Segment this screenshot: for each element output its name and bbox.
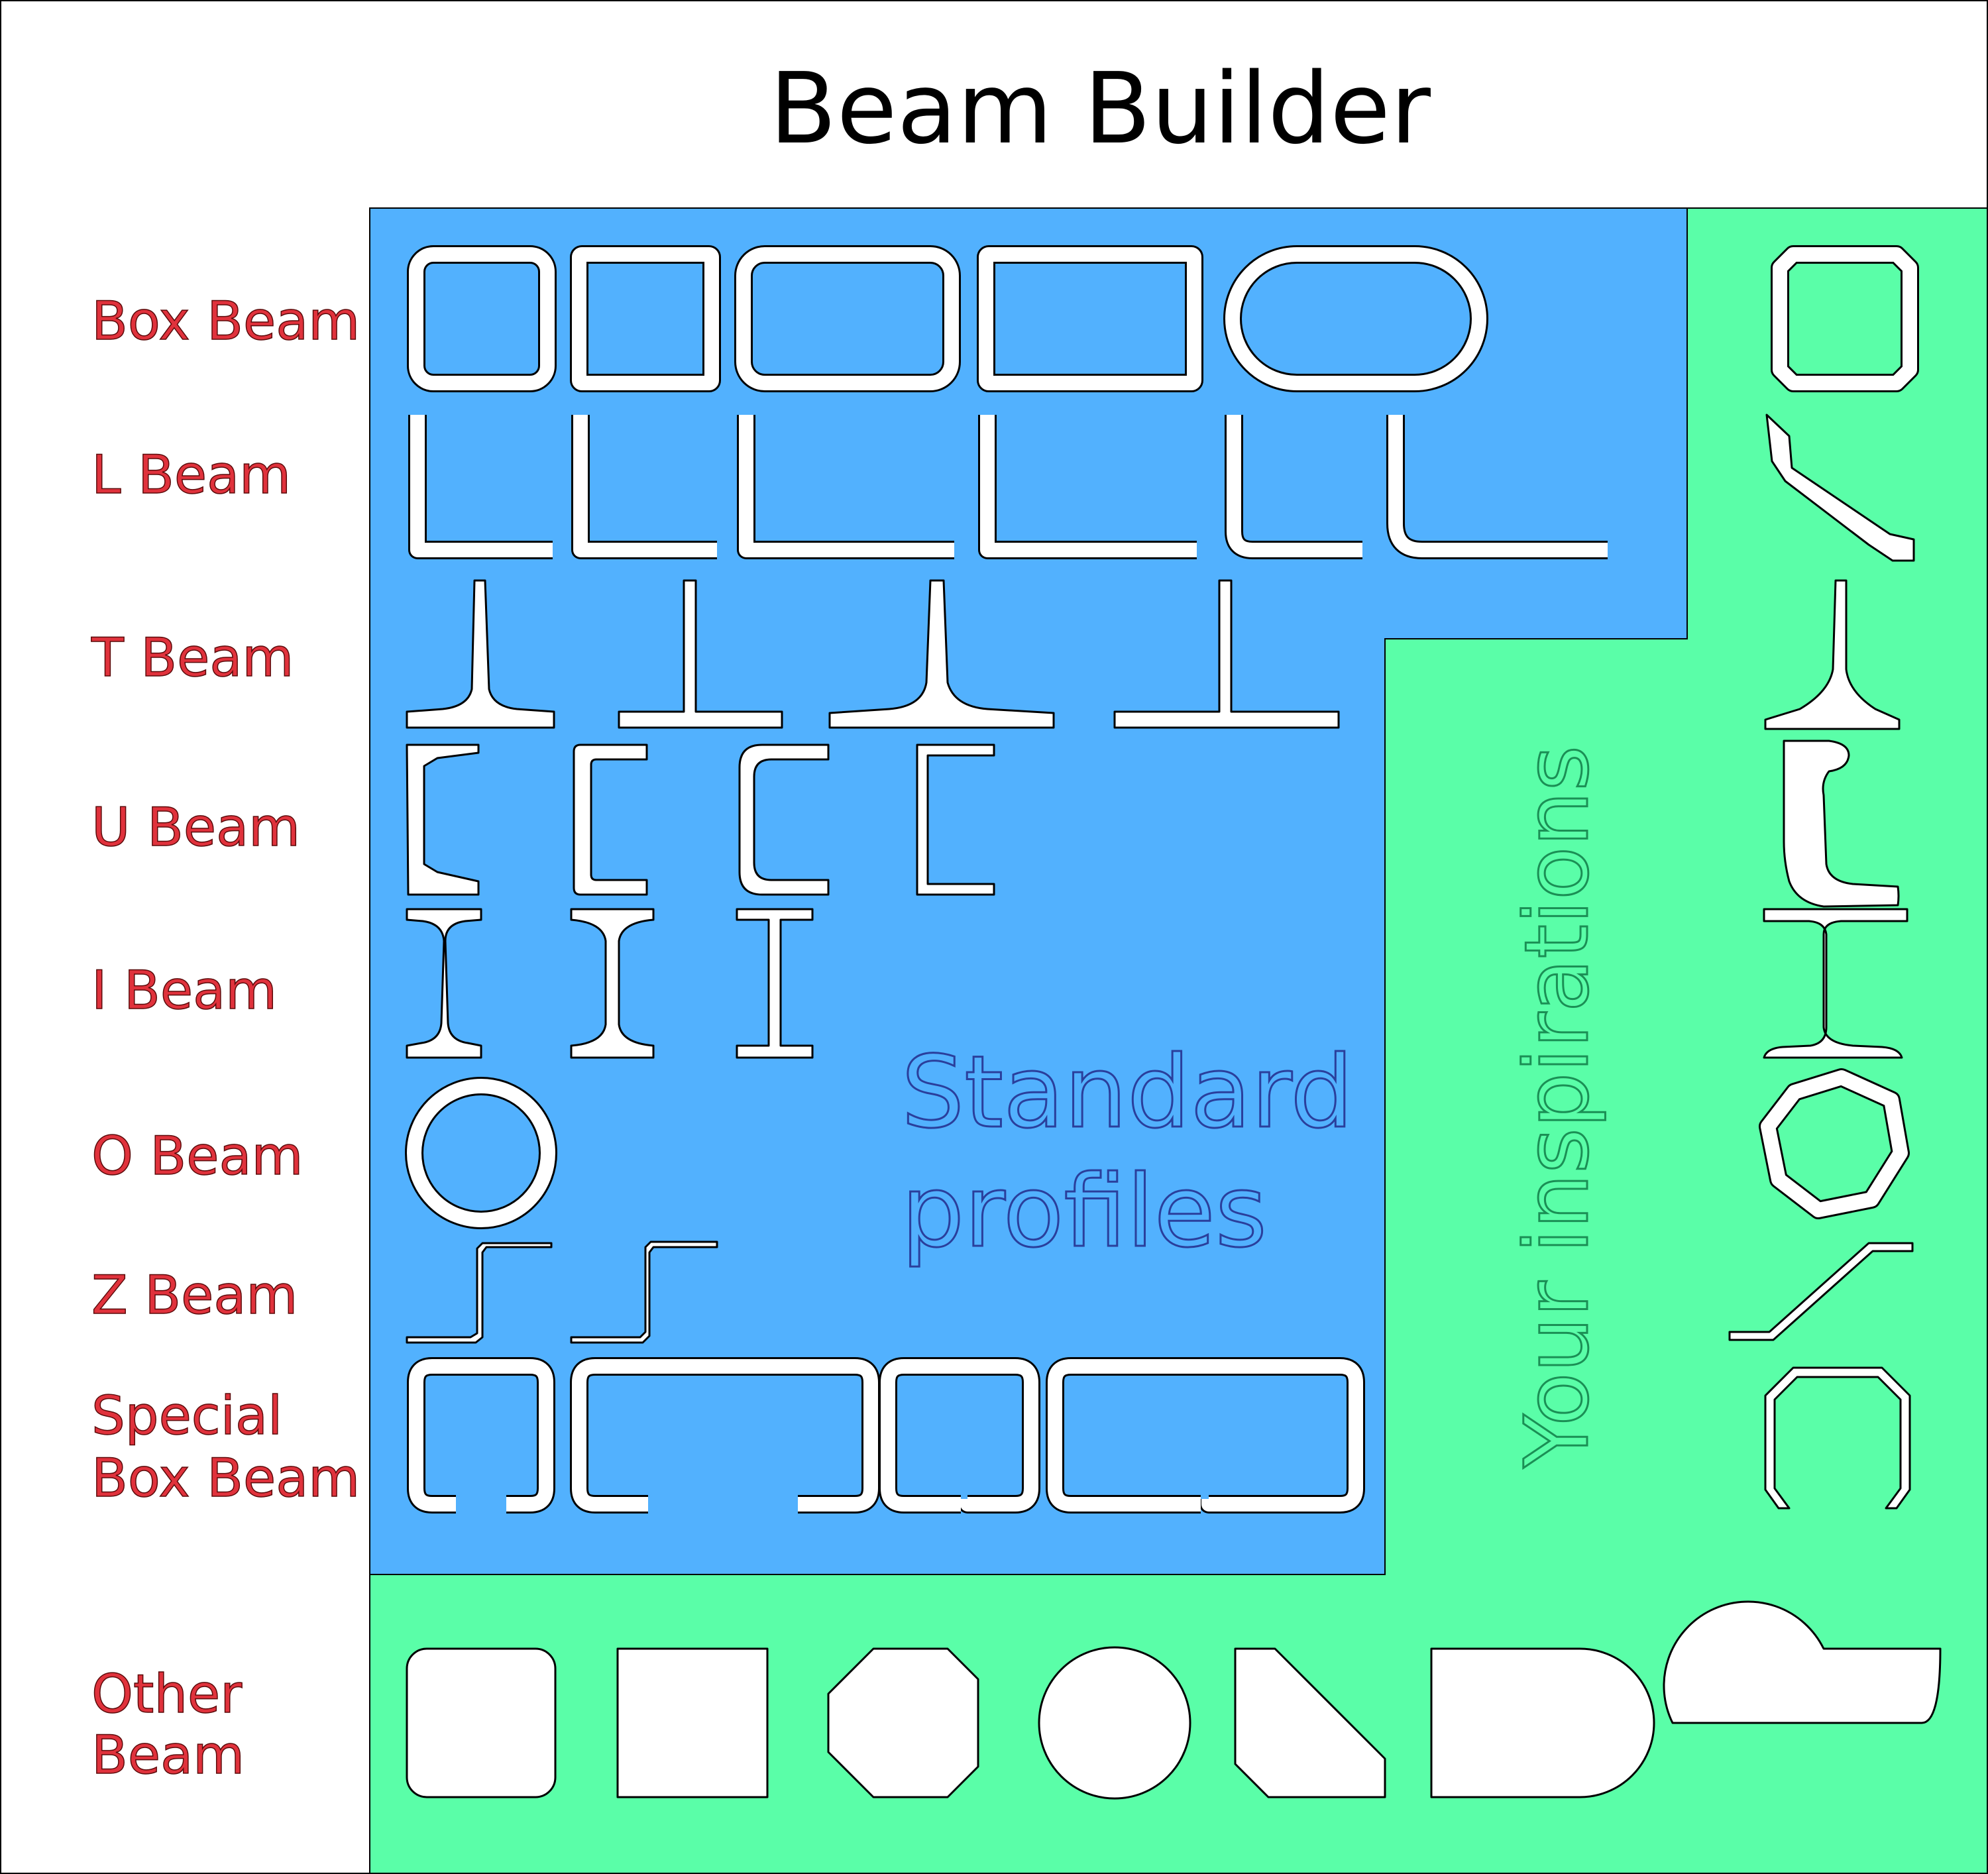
row-label-t-beam: T Beam (91, 627, 294, 689)
inspiration-curved-u-beam[interactable] (1783, 740, 1900, 908)
row-label-u-beam: U Beam (91, 797, 300, 858)
other-beam-teardrop[interactable] (1663, 1600, 1942, 1724)
t-beam-4[interactable] (1113, 579, 1340, 729)
row-label-other-beam-line2: Beam (91, 1724, 245, 1786)
t-beam-profiles (406, 579, 1340, 729)
inspiration-octagon-tube[interactable] (1759, 1068, 1910, 1219)
other-beam-chamfered-square[interactable] (1234, 1647, 1386, 1798)
row-label-box-beam: Box Beam (91, 290, 360, 352)
inspiration-angled-l-beam[interactable] (1765, 413, 1915, 562)
row-label-other-beam-line1: Other (91, 1663, 242, 1725)
t-beam-2[interactable] (618, 579, 783, 729)
box-beam-4[interactable] (977, 245, 1203, 392)
inspiration-open-chamfered-box[interactable] (1764, 1366, 1911, 1510)
other-beam-d-shape[interactable] (1430, 1647, 1655, 1798)
row-label-l-beam: L Beam (91, 444, 291, 506)
standard-profiles-caption-line1: Standard (901, 1035, 1353, 1150)
other-beam-octagon[interactable] (827, 1647, 979, 1798)
box-beam-3[interactable] (734, 245, 961, 392)
i-beam-3[interactable] (736, 908, 814, 1059)
page-title: Beam Builder (769, 52, 1431, 166)
inspiration-flared-t-beam[interactable] (1764, 579, 1901, 730)
row-label-i-beam: I Beam (91, 960, 277, 1021)
t-beam-3[interactable] (828, 579, 1055, 729)
l-beam-3[interactable] (737, 415, 954, 559)
u-beam-4[interactable] (916, 744, 995, 896)
o-beam-profiles (405, 1077, 557, 1229)
box-beam-5[interactable] (1223, 245, 1488, 392)
special-box-beam-3[interactable] (879, 1357, 1040, 1514)
other-beam-profiles (406, 1600, 1942, 1800)
i-beam-profiles (406, 908, 814, 1059)
other-beam-circle[interactable] (1038, 1646, 1191, 1800)
l-beam-2[interactable] (571, 415, 717, 559)
l-beam-6[interactable] (1386, 415, 1608, 559)
row-label-z-beam: Z Beam (91, 1264, 298, 1326)
l-beam-profiles (408, 415, 1608, 559)
row-label-special-box-beam-line1: Special (91, 1385, 282, 1447)
row-label-o-beam: O Beam (91, 1125, 303, 1187)
u-beam-1[interactable] (406, 744, 480, 896)
o-beam-1[interactable] (405, 1077, 557, 1229)
special-box-beam-1[interactable] (407, 1357, 555, 1514)
other-beam-rounded-square[interactable] (406, 1647, 557, 1798)
special-box-beam-4[interactable] (1046, 1357, 1365, 1514)
i-beam-2[interactable] (570, 908, 655, 1059)
z-beam-profiles (406, 1240, 718, 1344)
u-beam-3[interactable] (738, 744, 830, 896)
u-beam-2[interactable] (573, 744, 648, 896)
t-beam-1[interactable] (406, 579, 555, 729)
inspirations-caption: Your inspirations (1506, 745, 1608, 1468)
u-beam-profiles (406, 744, 995, 896)
standard-profiles-caption-line2: profiles (901, 1154, 1267, 1270)
l-beam-1[interactable] (408, 415, 553, 559)
special-box-beam-2[interactable] (570, 1357, 880, 1514)
box-beam-1[interactable] (407, 245, 557, 392)
box-beam-profiles (407, 245, 1488, 392)
inspiration-chamfered-box[interactable] (1771, 245, 1919, 392)
z-beam-1[interactable] (406, 1242, 553, 1344)
inspiration-profiles (1728, 245, 1919, 1510)
z-beam-2[interactable] (570, 1240, 718, 1344)
inspiration-slanted-z-beam[interactable] (1728, 1242, 1914, 1341)
box-beam-2[interactable] (570, 245, 721, 392)
special-box-beam-profiles (407, 1357, 1365, 1514)
inspiration-i-beam[interactable] (1763, 908, 1908, 1059)
l-beam-5[interactable] (1225, 415, 1362, 559)
other-beam-square[interactable] (616, 1647, 769, 1798)
l-beam-4[interactable] (978, 415, 1197, 559)
row-label-special-box-beam-line2: Box Beam (91, 1447, 360, 1509)
i-beam-1[interactable] (406, 908, 482, 1059)
